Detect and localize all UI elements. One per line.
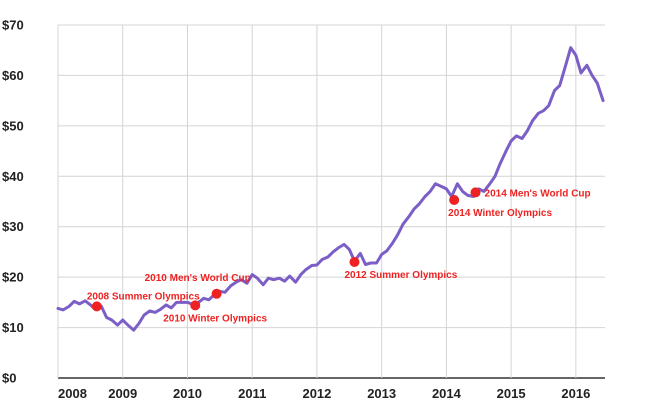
series-group <box>56 46 605 332</box>
annotation-marker <box>470 187 481 198</box>
annotation-marker <box>349 257 360 268</box>
x-tick-label: 2012 <box>302 386 331 400</box>
x-axis: 2008 2009 2010 2011 2012 2013 2014 2015 2016 <box>58 386 590 400</box>
y-axis: $0 $10 $20 $30 $40 $50 $60 $70 <box>2 18 24 386</box>
x-tick-label: 2009 <box>108 386 137 400</box>
annotation-label: 2012 Summer Olympics <box>344 270 457 281</box>
y-tick-label: $0 <box>2 371 16 386</box>
annotation-label: 2008 Summer Olympics <box>87 291 200 302</box>
y-tick-label: $60 <box>2 68 24 83</box>
annotation-label: 2010 Men's World Cup <box>145 273 251 284</box>
annotation-label: 2014 Winter Olympics <box>448 208 552 219</box>
y-tick-label: $10 <box>2 320 24 335</box>
grid <box>57 24 605 379</box>
x-tick-label: 2010 <box>173 386 202 400</box>
annotation-label: 2010 Winter Olympics <box>163 313 267 324</box>
x-tick-label: 2011 <box>238 386 266 400</box>
x-tick-label: 2008 <box>58 386 87 400</box>
annotation-label: 2014 Men's World Cup <box>485 188 591 199</box>
annotation-marker <box>449 194 460 205</box>
x-tick-label: 2016 <box>561 386 590 400</box>
annotation-marker <box>190 300 201 311</box>
annotation-marker <box>91 301 102 312</box>
y-tick-label: $30 <box>2 219 24 234</box>
y-tick-label: $20 <box>2 270 24 285</box>
x-tick-label: 2014 <box>432 386 462 400</box>
annotation-marker <box>211 288 222 299</box>
y-tick-label: $40 <box>2 169 24 184</box>
y-tick-label: $70 <box>2 18 24 33</box>
x-tick-label: 2013 <box>367 386 396 400</box>
annotations: 2008 Summer Olympics 2010 Winter Olympics… <box>87 187 591 324</box>
y-tick-label: $50 <box>2 118 24 133</box>
series-line <box>56 46 605 332</box>
x-tick-label: 2015 <box>497 386 526 400</box>
